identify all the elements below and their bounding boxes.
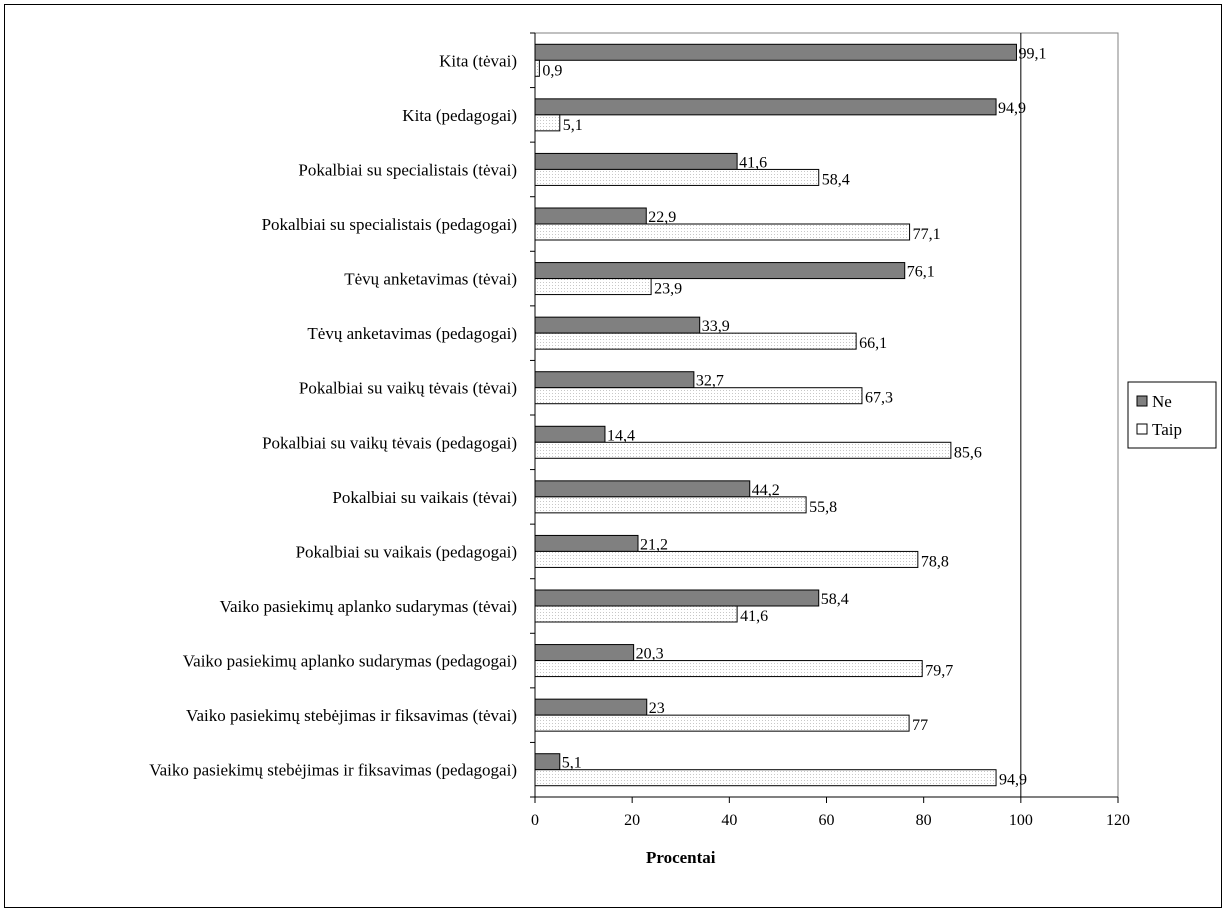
bar-ne bbox=[534, 43, 1017, 61]
plot-area: 0 20 40 60 80 100 120 Kita (tėvai) 99,1 0,9 Kita (… bbox=[149, 32, 1130, 829]
bar-ne bbox=[534, 371, 695, 389]
legend-swatch-taip bbox=[1136, 423, 1148, 435]
bar-taip bbox=[534, 769, 997, 787]
category-label: Kita (pedagogai) bbox=[402, 106, 517, 125]
data-label-taip: 55,8 bbox=[809, 499, 837, 516]
bar-taip bbox=[534, 223, 911, 241]
bar-taip bbox=[534, 387, 863, 405]
data-label-taip: 78,8 bbox=[921, 553, 949, 570]
category-label: Pokalbiai su specialistais (tėvai) bbox=[298, 160, 517, 179]
category-label: Pokalbiai su vaikų tėvais (pedagogai) bbox=[262, 433, 517, 452]
bar-ne bbox=[534, 753, 561, 771]
data-label-taip: 41,6 bbox=[740, 608, 768, 625]
data-label-taip: 77 bbox=[912, 717, 928, 734]
x-tick-label: 120 bbox=[1106, 812, 1130, 829]
data-label-ne: 20,3 bbox=[636, 646, 664, 663]
bar-taip bbox=[534, 278, 652, 296]
data-label-ne: 99,1 bbox=[1018, 45, 1046, 62]
bar-ne bbox=[534, 262, 906, 280]
category-label: Pokalbiai su vaikais (tėvai) bbox=[332, 488, 517, 507]
x-tick-label: 20 bbox=[624, 812, 640, 829]
x-tick-label: 0 bbox=[531, 812, 539, 829]
category-label: Tėvų anketavimas (pedagogai) bbox=[307, 324, 517, 343]
data-label-taip: 79,7 bbox=[925, 663, 953, 680]
data-label-taip: 67,3 bbox=[865, 390, 893, 407]
legend-label-taip: Taip bbox=[1152, 420, 1182, 439]
bar-ne bbox=[534, 589, 820, 607]
category-label: Vaiko pasiekimų stebėjimas ir fiksavimas… bbox=[186, 706, 517, 725]
data-label-ne: 14,4 bbox=[607, 427, 635, 444]
bar-taip bbox=[534, 550, 919, 568]
data-label-ne: 32,7 bbox=[696, 373, 724, 390]
data-label-taip: 94,9 bbox=[999, 772, 1027, 789]
data-label-ne: 23 bbox=[649, 700, 665, 717]
bar-ne bbox=[534, 534, 639, 552]
bar-taip bbox=[534, 332, 857, 350]
bar-taip bbox=[534, 605, 738, 623]
legend-box bbox=[1127, 381, 1217, 449]
category-label: Pokalbiai su vaikais (pedagogai) bbox=[296, 542, 517, 561]
bar-ne bbox=[534, 698, 648, 716]
data-label-ne: 94,9 bbox=[998, 100, 1026, 117]
data-label-ne: 76,1 bbox=[907, 264, 935, 281]
category-label: Pokalbiai su vaikų tėvais (tėvai) bbox=[299, 379, 517, 398]
data-label-ne: 5,1 bbox=[562, 755, 582, 772]
data-label-taip: 66,1 bbox=[859, 335, 887, 352]
bar-taip bbox=[534, 496, 807, 514]
legend: Ne Taip bbox=[1127, 381, 1217, 449]
x-tick-label: 80 bbox=[916, 812, 932, 829]
bar-ne bbox=[534, 480, 751, 498]
data-label-taip: 58,4 bbox=[822, 171, 850, 188]
bar-ne bbox=[534, 207, 647, 225]
bar-ne bbox=[534, 98, 997, 116]
bar-ne bbox=[534, 425, 606, 443]
category-label: Pokalbiai su specialistais (pedagogai) bbox=[262, 215, 517, 234]
bar-ne bbox=[534, 316, 701, 334]
bar-taip bbox=[534, 660, 923, 678]
category-label: Kita (tėvai) bbox=[439, 51, 517, 70]
legend-label-ne: Ne bbox=[1152, 392, 1172, 411]
data-label-ne: 22,9 bbox=[648, 209, 676, 226]
data-label-ne: 44,2 bbox=[752, 482, 780, 499]
x-tick-label: 100 bbox=[1009, 812, 1033, 829]
bar-taip bbox=[534, 168, 820, 186]
category-label: Vaiko pasiekimų aplanko sudarymas (tėvai… bbox=[220, 597, 517, 616]
data-label-taip: 0,9 bbox=[542, 62, 562, 79]
data-label-taip: 77,1 bbox=[913, 226, 941, 243]
bar-taip bbox=[534, 59, 540, 77]
bar-ne bbox=[534, 644, 635, 662]
data-label-ne: 41,6 bbox=[739, 154, 767, 171]
legend-swatch-ne bbox=[1136, 395, 1148, 407]
data-label-ne: 58,4 bbox=[821, 591, 849, 608]
data-label-ne: 33,9 bbox=[702, 318, 730, 335]
x-tick-label: 60 bbox=[819, 812, 835, 829]
bar-taip bbox=[534, 714, 910, 732]
bar-taip bbox=[534, 441, 952, 459]
data-label-taip: 85,6 bbox=[954, 444, 982, 461]
data-label-taip: 5,1 bbox=[563, 117, 583, 134]
x-axis-title: Procentai bbox=[646, 848, 716, 867]
bar-ne bbox=[534, 152, 738, 170]
category-label: Vaiko pasiekimų stebėjimas ir fiksavimas… bbox=[149, 761, 517, 780]
data-label-taip: 23,9 bbox=[654, 281, 682, 298]
category-label: Tėvų anketavimas (tėvai) bbox=[344, 270, 517, 289]
data-label-ne: 21,2 bbox=[640, 536, 668, 553]
x-tick-label: 40 bbox=[721, 812, 737, 829]
category-label: Vaiko pasiekimų aplanko sudarymas (pedag… bbox=[183, 652, 517, 671]
bar-taip bbox=[534, 114, 561, 132]
